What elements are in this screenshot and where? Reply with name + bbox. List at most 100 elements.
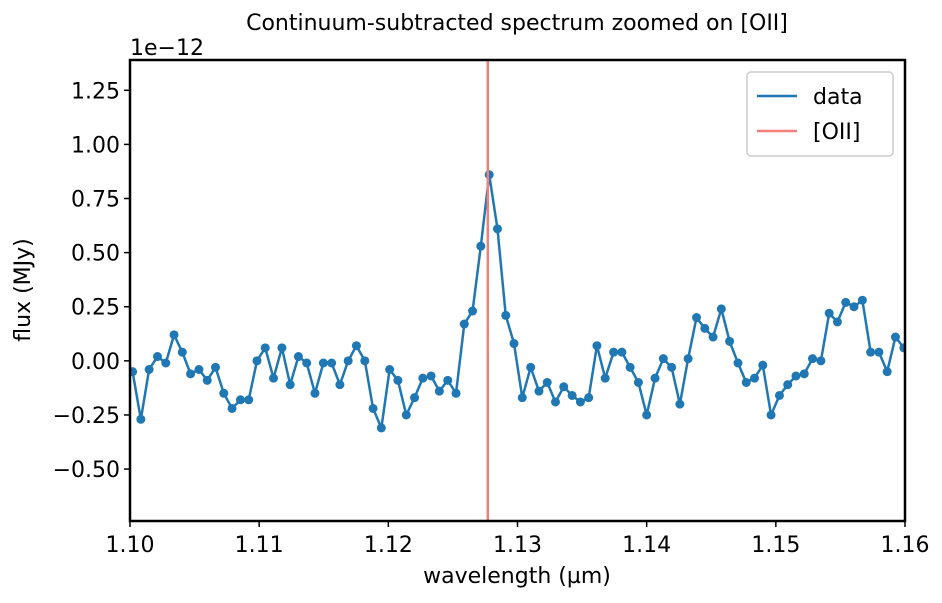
- x-tick-label: 1.11: [235, 533, 284, 558]
- data-point: [766, 410, 776, 420]
- data-point: [443, 375, 453, 385]
- x-tick-label: 1.10: [106, 533, 155, 558]
- data-point: [492, 224, 502, 234]
- data-point: [368, 403, 378, 413]
- data-point: [816, 356, 826, 366]
- data-point: [675, 399, 685, 409]
- data-point: [194, 364, 204, 374]
- x-tick-label: 1.14: [622, 533, 671, 558]
- data-point: [667, 362, 677, 372]
- data-point: [169, 330, 179, 340]
- data-point: [609, 347, 619, 357]
- data-point: [899, 343, 905, 353]
- data-point: [376, 423, 386, 433]
- data-point: [633, 377, 643, 387]
- data-point: [244, 395, 254, 405]
- data-point: [600, 373, 610, 383]
- data-point: [534, 386, 544, 396]
- data-point: [716, 304, 726, 314]
- data-point: [683, 354, 693, 364]
- data-point: [799, 369, 809, 379]
- data-point: [285, 380, 295, 390]
- y-tick-label: −0.50: [53, 458, 120, 483]
- data-point: [277, 343, 287, 353]
- data-point: [434, 386, 444, 396]
- data-point: [130, 367, 138, 377]
- data-point: [808, 354, 818, 364]
- data-point: [343, 356, 353, 366]
- y-axis-label: flux (MJy): [11, 238, 36, 341]
- data-point: [592, 341, 602, 351]
- data-point: [418, 373, 428, 383]
- data-point: [658, 354, 668, 364]
- data-point: [318, 358, 328, 368]
- data-point: [866, 347, 876, 357]
- data-point: [849, 302, 859, 312]
- data-point: [202, 375, 212, 385]
- x-tick-label: 1.16: [881, 533, 930, 558]
- x-tick-label: 1.12: [364, 533, 413, 558]
- data-point: [841, 297, 851, 307]
- y-tick-label: 0.00: [71, 350, 120, 375]
- data-point: [186, 369, 196, 379]
- data-point: [700, 323, 710, 333]
- data-point: [526, 362, 536, 372]
- data-point: [741, 377, 751, 387]
- data-point: [476, 241, 486, 251]
- data-point: [567, 390, 577, 400]
- data-point: [161, 358, 171, 368]
- data-point: [293, 352, 303, 362]
- legend-box: [746, 71, 894, 157]
- data-point: [890, 332, 900, 342]
- data-point: [509, 339, 519, 349]
- data-point: [227, 403, 237, 413]
- data-point: [393, 375, 403, 385]
- data-point: [791, 371, 801, 381]
- data-point: [468, 306, 478, 316]
- y-tick-label: 1.00: [71, 133, 120, 158]
- data-point: [302, 358, 312, 368]
- data-point: [501, 310, 511, 320]
- data-point: [219, 388, 229, 398]
- data-point: [832, 317, 842, 327]
- offset-text: 1e−12: [130, 36, 204, 61]
- data-point: [426, 371, 436, 381]
- data-point: [410, 393, 420, 403]
- data-point: [908, 367, 917, 376]
- plot-area: [130, 60, 917, 521]
- data-point: [857, 295, 867, 305]
- x-tick-label: 1.15: [751, 533, 800, 558]
- data-point: [360, 356, 370, 366]
- y-tick-label: 0.50: [71, 242, 120, 267]
- data-point: [136, 414, 146, 424]
- data-point: [542, 377, 552, 387]
- data-point: [733, 358, 743, 368]
- data-point: [824, 308, 834, 318]
- data-point: [874, 347, 884, 357]
- data-point: [758, 360, 768, 370]
- data-point: [617, 347, 627, 357]
- data-point: [385, 364, 395, 374]
- data-point: [783, 380, 793, 390]
- data-point: [310, 388, 320, 398]
- data-point: [177, 347, 187, 357]
- data-point: [725, 336, 735, 346]
- y-tick-label: 0.75: [71, 188, 120, 213]
- data-point: [335, 380, 345, 390]
- data-point: [882, 367, 892, 377]
- y-tick-label: 0.25: [71, 296, 120, 321]
- data-point: [642, 410, 652, 420]
- data-point: [351, 341, 361, 351]
- data-point: [484, 170, 494, 180]
- data-point: [260, 343, 270, 353]
- data-point: [235, 395, 245, 405]
- data-point: [625, 362, 635, 372]
- data-point: [269, 373, 279, 383]
- data-point: [327, 358, 337, 368]
- data-point: [550, 397, 560, 407]
- data-point: [708, 332, 718, 342]
- legend-label: [OII]: [813, 120, 860, 145]
- data-point: [451, 388, 461, 398]
- data-point: [401, 410, 411, 420]
- data-point: [559, 382, 569, 392]
